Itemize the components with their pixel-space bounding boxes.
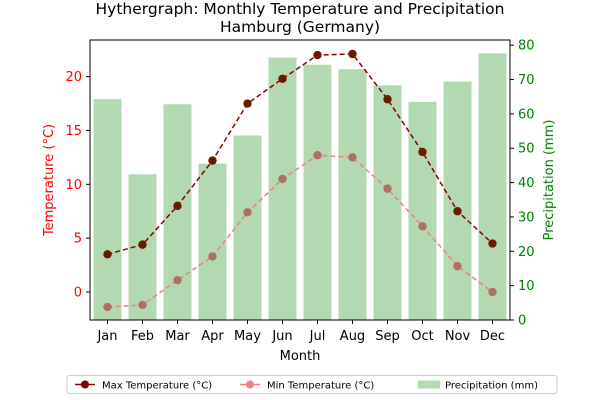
left-y-tick-label: 5: [74, 232, 82, 247]
max-temperature-point: [103, 250, 112, 259]
min-temperature-point: [103, 302, 112, 312]
max-temperature-point: [453, 207, 462, 216]
min-temperature-point: [453, 261, 462, 271]
x-tick-label: Feb: [131, 329, 154, 344]
left-y-tick-label: 15: [65, 124, 82, 139]
chart-title: Hythergraph: Monthly Temperature and Pre…: [96, 0, 505, 36]
precipitation-bar: [93, 99, 122, 320]
right-y-tick-label: 50: [518, 142, 535, 157]
chart-title-line: Hythergraph: Monthly Temperature and Pre…: [96, 0, 505, 18]
min-temperature-point: [383, 184, 392, 193]
legend: Max Temperature (°C) Min Temperature (°C)…: [66, 375, 558, 394]
right-y-tick-label: 30: [518, 210, 535, 225]
right-y-tick-label: 80: [518, 39, 535, 54]
max-temperature-point: [313, 50, 322, 60]
precipitation-bar: [478, 53, 507, 320]
legend-bar-swatch: [418, 380, 440, 389]
x-tick-label: Jan: [96, 329, 117, 344]
x-tick-label: Sep: [375, 329, 400, 344]
max-temperature-point: [348, 49, 357, 59]
precipitation-bar: [443, 81, 472, 320]
min-temperature-point: [173, 275, 182, 285]
x-axis-label: Month: [280, 349, 321, 364]
legend-label: Precipitation (mm): [445, 381, 538, 392]
precipitation-bar: [338, 69, 367, 320]
max-temperature-point: [383, 95, 392, 104]
legend-marker: [81, 380, 89, 389]
legend-box: [66, 375, 558, 394]
legend-marker: [246, 380, 254, 389]
precipitation-bar: [303, 64, 332, 320]
max-temperature-line: [107, 53, 494, 256]
left-y-tick-label: 10: [65, 178, 82, 193]
min-temperature-point: [278, 174, 287, 184]
x-axis: Jan Feb Mar Apr May Jun Jul Aug Sep Oct Nov Dec Mont…: [96, 320, 505, 364]
precipitation-bar: [198, 163, 227, 320]
chart-title-line: Hamburg (Germany): [220, 18, 380, 36]
left-y-axis: 0 5 10 15 20 Temperature (°C): [42, 70, 90, 301]
min-temperature-point: [488, 287, 497, 297]
max-temperature-point: [488, 239, 497, 248]
x-tick-label: Apr: [201, 329, 224, 344]
precipitation-bar: [233, 135, 262, 320]
left-y-axis-label: Temperature (°C): [42, 124, 57, 237]
right-y-tick-label: 40: [518, 176, 535, 191]
legend-label: Min Temperature (°C): [267, 381, 374, 392]
x-tick-label: Nov: [445, 329, 471, 344]
min-temperature-point: [418, 222, 427, 231]
min-temperature-point: [243, 208, 252, 217]
max-temperature-point: [243, 99, 252, 108]
plot-frame: [89, 39, 511, 321]
x-tick-label: Oct: [411, 329, 433, 344]
legend-label: Max Temperature (°C): [102, 381, 212, 392]
max-temperature-point: [138, 240, 147, 249]
right-y-tick-label: 70: [518, 73, 535, 88]
min-temperature-point: [313, 151, 322, 160]
x-tick-label: Aug: [340, 329, 365, 344]
x-tick-label: Mar: [165, 329, 190, 344]
x-tick-label: May: [234, 329, 261, 344]
left-y-tick-label: 20: [65, 70, 82, 85]
min-temperature-point: [348, 153, 357, 162]
min-temperature-point: [138, 300, 147, 310]
max-temperature-point: [278, 74, 287, 83]
max-temperature-point: [173, 201, 182, 211]
precipitation-bars: [93, 53, 507, 321]
precipitation-bar: [408, 101, 437, 321]
right-y-tick-label: 0: [518, 314, 526, 329]
min-temperature-series: [103, 151, 497, 312]
x-tick-label: Dec: [480, 329, 505, 344]
min-temperature-line: [107, 154, 493, 308]
right-y-axis-label: Precipitation (mm): [542, 120, 557, 241]
max-temperature-series: [103, 49, 497, 259]
x-tick-label: Jun: [271, 329, 292, 344]
max-temperature-point: [208, 156, 217, 165]
min-temperature-point: [208, 252, 217, 261]
precipitation-bar: [373, 85, 402, 320]
right-y-tick-label: 10: [518, 279, 535, 294]
x-tick-label: Jul: [309, 329, 326, 344]
right-y-axis: 0 10 20 30 40 50 60 70 80 Precipitation (mm): [510, 39, 557, 329]
max-temperature-point: [418, 147, 427, 157]
right-y-tick-label: 20: [518, 245, 535, 260]
left-y-tick-label: 0: [74, 286, 82, 301]
right-y-tick-label: 60: [518, 107, 535, 122]
